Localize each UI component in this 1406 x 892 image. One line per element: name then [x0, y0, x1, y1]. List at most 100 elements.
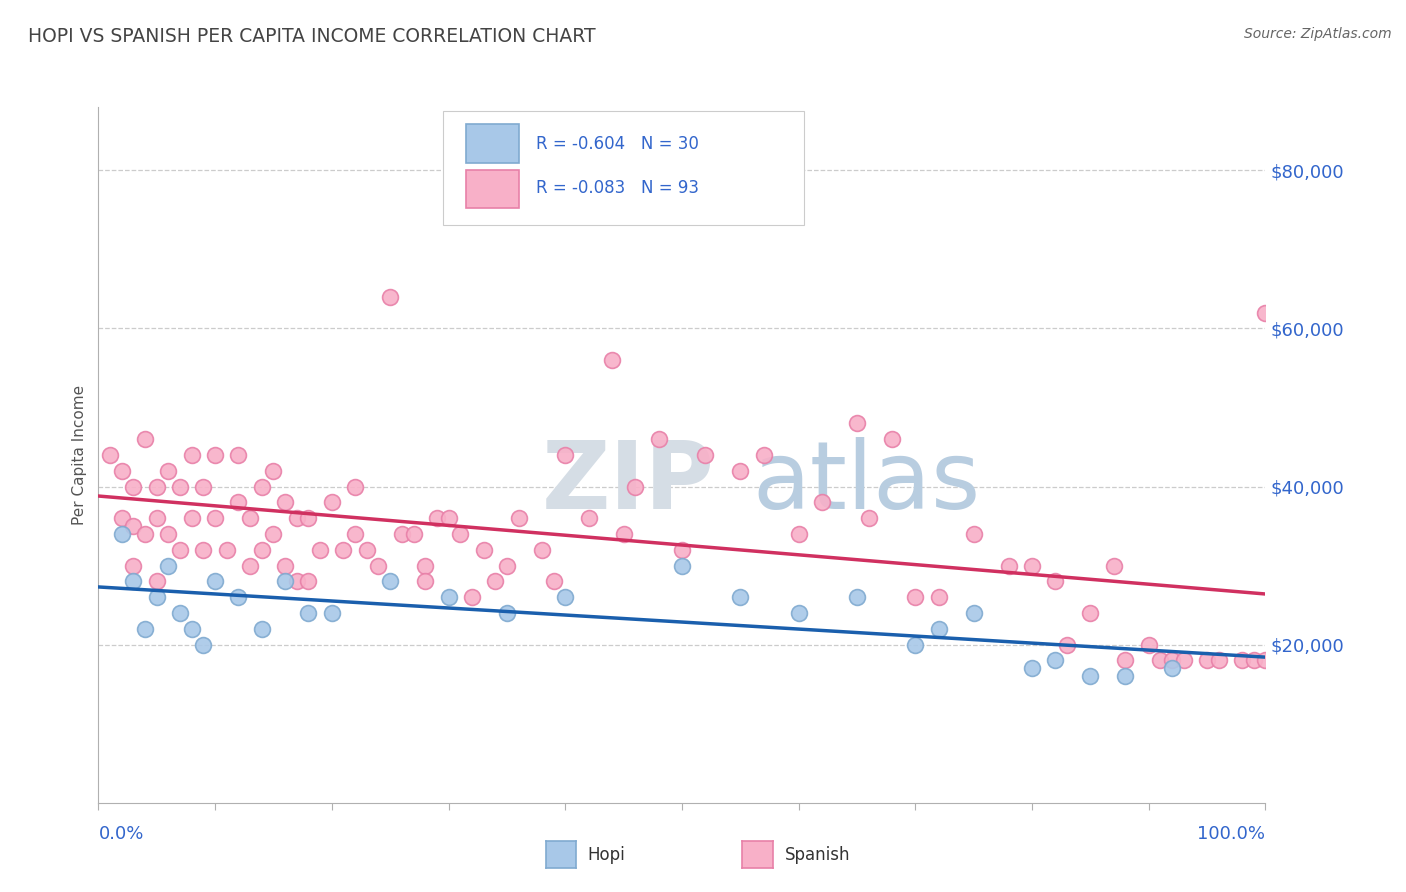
Point — [1021, 661, 1043, 675]
Point — [461, 591, 484, 605]
Point — [437, 511, 460, 525]
Point — [157, 527, 180, 541]
Point — [845, 417, 868, 431]
Point — [730, 464, 752, 478]
Point — [880, 432, 903, 446]
Point — [997, 558, 1019, 573]
Point — [752, 448, 775, 462]
Point — [157, 558, 180, 573]
Point — [928, 622, 950, 636]
Point — [612, 527, 634, 541]
Point — [1195, 653, 1218, 667]
Point — [98, 448, 121, 462]
Point — [285, 574, 308, 589]
Point — [134, 527, 156, 541]
Point — [928, 591, 950, 605]
Text: atlas: atlas — [752, 437, 980, 529]
Point — [204, 574, 226, 589]
Point — [344, 479, 367, 493]
Point — [332, 542, 354, 557]
Point — [962, 606, 984, 620]
Point — [449, 527, 471, 541]
Text: Hopi: Hopi — [588, 846, 626, 863]
Point — [111, 464, 134, 478]
Point — [204, 511, 226, 525]
Point — [1149, 653, 1171, 667]
Text: R = -0.604   N = 30: R = -0.604 N = 30 — [536, 135, 699, 153]
Point — [671, 542, 693, 557]
Point — [1114, 669, 1136, 683]
Point — [169, 606, 191, 620]
Point — [169, 542, 191, 557]
Point — [437, 591, 460, 605]
Point — [904, 638, 927, 652]
Point — [1161, 653, 1184, 667]
FancyBboxPatch shape — [443, 111, 804, 226]
Point — [858, 511, 880, 525]
Point — [1161, 661, 1184, 675]
Point — [111, 527, 134, 541]
Point — [169, 479, 191, 493]
Point — [402, 527, 425, 541]
Text: ZIP: ZIP — [541, 437, 714, 529]
Point — [530, 542, 553, 557]
Point — [262, 527, 284, 541]
Point — [845, 591, 868, 605]
Point — [321, 495, 343, 509]
Point — [204, 448, 226, 462]
Point — [180, 448, 202, 462]
Point — [811, 495, 834, 509]
Point — [554, 448, 576, 462]
Point — [180, 622, 202, 636]
Point — [239, 558, 262, 573]
Point — [1114, 653, 1136, 667]
Point — [1080, 669, 1102, 683]
Point — [239, 511, 262, 525]
Point — [274, 558, 297, 573]
Point — [904, 591, 927, 605]
Point — [146, 574, 169, 589]
Point — [228, 591, 250, 605]
Point — [250, 479, 273, 493]
Point — [378, 290, 402, 304]
Text: 100.0%: 100.0% — [1198, 825, 1265, 843]
Point — [285, 511, 308, 525]
Point — [624, 479, 647, 493]
Point — [495, 558, 517, 573]
Point — [367, 558, 389, 573]
Point — [1045, 653, 1067, 667]
Point — [508, 511, 530, 525]
Point — [495, 606, 517, 620]
Point — [146, 511, 169, 525]
Point — [193, 542, 215, 557]
Point — [554, 591, 576, 605]
Point — [1208, 653, 1230, 667]
Point — [297, 574, 319, 589]
Point — [1102, 558, 1125, 573]
Point — [1173, 653, 1195, 667]
Point — [787, 606, 810, 620]
Point — [134, 432, 156, 446]
Text: R = -0.083   N = 93: R = -0.083 N = 93 — [536, 179, 699, 197]
Point — [391, 527, 413, 541]
Point — [1254, 653, 1277, 667]
Point — [543, 574, 565, 589]
Point — [1056, 638, 1078, 652]
Point — [309, 542, 332, 557]
Point — [146, 591, 169, 605]
Point — [426, 511, 449, 525]
Point — [134, 622, 156, 636]
Point — [297, 606, 319, 620]
Text: Source: ZipAtlas.com: Source: ZipAtlas.com — [1244, 27, 1392, 41]
Point — [962, 527, 984, 541]
Point — [180, 511, 202, 525]
Point — [1080, 606, 1102, 620]
Point — [274, 495, 297, 509]
Point — [274, 574, 297, 589]
Point — [228, 448, 250, 462]
Point — [122, 558, 145, 573]
Point — [344, 527, 367, 541]
Point — [1254, 305, 1277, 319]
Point — [297, 511, 319, 525]
Text: HOPI VS SPANISH PER CAPITA INCOME CORRELATION CHART: HOPI VS SPANISH PER CAPITA INCOME CORREL… — [28, 27, 596, 45]
